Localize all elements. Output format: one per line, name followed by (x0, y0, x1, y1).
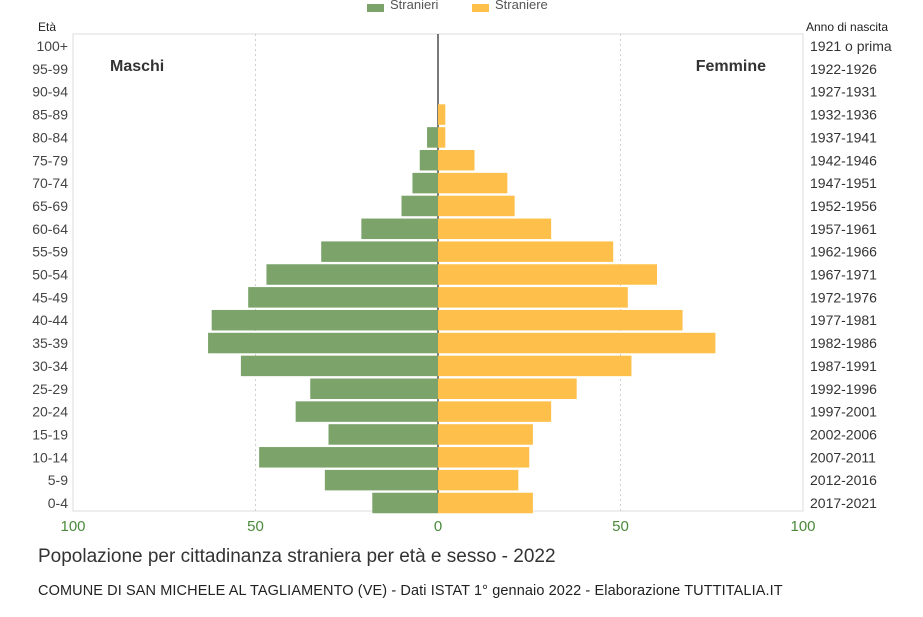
female-bar-75-79 (438, 150, 475, 171)
population-pyramid-chart: Stranieri Straniere 100+ 1921 o prima 95-99… (32, 0, 892, 535)
birth-year-label: 1962-1966 (810, 244, 877, 260)
age-label: 80-84 (32, 129, 68, 145)
male-bar-30-34 (240, 355, 438, 377)
age-label: 90-94 (32, 84, 68, 100)
male-bar-80-84 (427, 127, 438, 148)
male-bar-35-39 (208, 332, 438, 354)
male-bar-60-64 (361, 218, 438, 240)
male-bar-50-54 (266, 264, 438, 285)
female-bar-0-4 (438, 492, 533, 514)
female-bar-85-89 (438, 104, 446, 125)
x-tick-label: 100 (60, 518, 85, 535)
female-bar-15-19 (438, 424, 533, 445)
birth-year-label: 1977-1981 (810, 312, 877, 328)
birth-year-label: 2002-2006 (810, 426, 877, 442)
age-axis-label: Età (38, 20, 56, 34)
age-label: 85-89 (32, 107, 68, 123)
age-label: 100+ (36, 38, 68, 54)
age-label: 5-9 (48, 472, 68, 488)
male-bars (208, 127, 438, 514)
birth-year-label: 1952-1956 (810, 198, 877, 214)
birth-year-label: 1997-2001 (810, 404, 877, 420)
age-label: 40-44 (32, 312, 68, 328)
birth-year-label: 2007-2011 (810, 449, 876, 465)
x-tick-label: 0 (434, 518, 442, 535)
female-bar-30-34 (438, 355, 632, 377)
male-side-label: Maschi (110, 58, 164, 75)
birth-year-label: 1982-1986 (810, 335, 877, 351)
age-label: 75-79 (32, 152, 68, 168)
birth-year-label: 1937-1941 (810, 129, 877, 145)
birth-year-label: 2012-2016 (810, 472, 877, 488)
female-bar-35-39 (438, 332, 716, 354)
female-bar-10-14 (438, 447, 530, 468)
birth-year-label: 1932-1936 (810, 107, 877, 123)
birth-year-label: 1921 o prima (810, 38, 892, 54)
male-bar-25-29 (310, 378, 438, 399)
birth-year-label: 1942-1946 (810, 152, 877, 168)
x-tick-label: 50 (247, 518, 264, 535)
male-bar-5-9 (324, 469, 438, 491)
birth-year-label: 1922-1926 (810, 61, 877, 77)
age-label: 45-49 (32, 289, 68, 305)
birth-year-label: 1927-1931 (810, 84, 877, 100)
male-bar-55-59 (321, 241, 438, 262)
female-bar-45-49 (438, 287, 628, 308)
birth-year-label: 1972-1976 (810, 289, 877, 305)
legend-female-swatch (472, 4, 489, 12)
female-bars (438, 104, 716, 514)
female-side-label: Femmine (696, 58, 766, 75)
age-label: 55-59 (32, 244, 68, 260)
male-bar-15-19 (328, 424, 438, 445)
axis-labels: 100+ 1921 o prima 95-99 1922-1926 90-94 1927-… (32, 20, 892, 535)
birth-year-label: 2017-2021 (810, 495, 877, 511)
age-label: 10-14 (32, 449, 68, 465)
female-bar-70-74 (438, 172, 508, 194)
age-label: 25-29 (32, 381, 68, 397)
chart-subtitle: COMUNE DI SAN MICHELE AL TAGLIAMENTO (VE… (38, 583, 783, 599)
male-bar-20-24 (295, 401, 438, 422)
age-label: 15-19 (32, 426, 68, 442)
male-bar-45-49 (248, 287, 438, 308)
age-label: 30-34 (32, 358, 68, 374)
male-bar-40-44 (211, 309, 438, 331)
age-label: 70-74 (32, 175, 68, 191)
legend-female-label: Straniere (495, 0, 548, 12)
birth-year-label: 1992-1996 (810, 381, 877, 397)
legend-male-label: Stranieri (390, 0, 439, 12)
birth-year-label: 1957-1961 (810, 221, 877, 237)
female-bar-65-69 (438, 195, 515, 217)
age-label: 35-39 (32, 335, 68, 351)
female-bar-50-54 (438, 264, 657, 285)
male-bar-0-4 (372, 492, 438, 514)
age-label: 60-64 (32, 221, 68, 237)
legend-male-swatch (367, 4, 384, 12)
female-bar-5-9 (438, 469, 519, 491)
male-bar-75-79 (419, 150, 438, 171)
female-bar-25-29 (438, 378, 577, 399)
age-label: 20-24 (32, 404, 68, 420)
female-bar-80-84 (438, 127, 446, 148)
legend: Stranieri Straniere (367, 0, 548, 12)
female-bar-40-44 (438, 309, 683, 331)
age-label: 0-4 (48, 495, 68, 511)
birth-year-label: 1967-1971 (810, 267, 877, 283)
age-label: 95-99 (32, 61, 68, 77)
female-bar-55-59 (438, 241, 614, 262)
female-bar-20-24 (438, 401, 552, 422)
male-bar-65-69 (401, 195, 438, 217)
female-bar-60-64 (438, 218, 552, 240)
age-label: 65-69 (32, 198, 68, 214)
birth-year-axis-label: Anno di nascita (806, 20, 888, 34)
x-tick-label: 50 (612, 518, 629, 535)
birth-year-label: 1947-1951 (810, 175, 877, 191)
male-bar-10-14 (259, 447, 438, 468)
male-bar-70-74 (412, 172, 438, 194)
age-label: 50-54 (32, 267, 68, 283)
birth-year-label: 1987-1991 (810, 358, 877, 374)
x-tick-label: 100 (790, 518, 815, 535)
chart-title: Popolazione per cittadinanza straniera p… (38, 546, 556, 567)
